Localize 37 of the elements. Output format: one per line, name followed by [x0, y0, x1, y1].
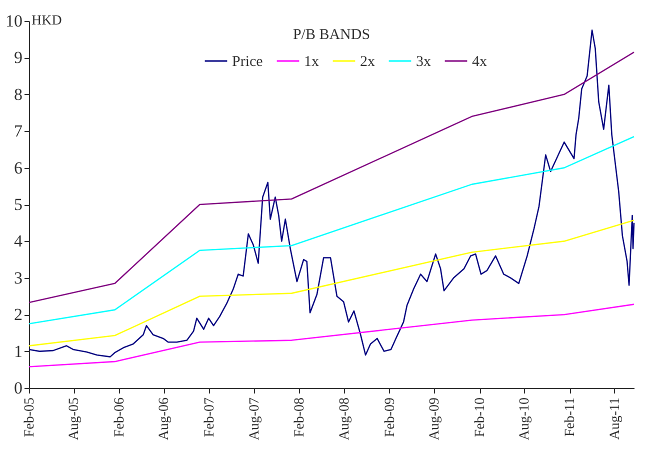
y-tick-label: 10 [6, 12, 22, 30]
legend-label: 3x [416, 54, 432, 70]
x-tick-label: Aug-06 [157, 398, 172, 440]
line-series [28, 220, 635, 346]
y-tick-label: 6 [14, 158, 22, 178]
legend-label: 4x [472, 54, 488, 70]
y-tick-label: 7 [14, 122, 23, 141]
x-tick-label: Feb-07 [202, 398, 218, 438]
y-tick-label: 0 [14, 378, 22, 398]
x-tick-label: Aug-08 [338, 398, 353, 440]
y-tick-label: 5 [14, 195, 22, 214]
y-tick-label: 3 [14, 268, 22, 288]
line-series [28, 30, 635, 358]
line-series [28, 52, 635, 304]
y-tick-label: 2 [14, 305, 22, 324]
y-tick-label: 1 [14, 342, 22, 361]
y-tick-label: 4 [14, 232, 23, 251]
x-tick-label: Feb-06 [112, 398, 128, 438]
y-tick-label: 9 [14, 48, 22, 68]
line-series [28, 136, 635, 324]
legend-label: Price [232, 54, 264, 70]
line-series [28, 304, 635, 368]
x-tick-label: Aug-07 [247, 398, 262, 440]
x-tick-label: Aug-09 [428, 398, 443, 440]
x-tick-label: Aug-11 [608, 398, 623, 440]
chart-title: P/B BANDS [292, 27, 370, 43]
x-tick-label: Feb-05 [22, 398, 38, 438]
legend-label: 1x [304, 54, 320, 70]
x-tick-label: Aug-05 [67, 398, 82, 440]
x-tick-label: Feb-10 [473, 398, 488, 438]
x-tick-label: Feb-11 [563, 398, 578, 437]
x-tick-label: Feb-08 [292, 398, 308, 438]
x-tick-label: Feb-09 [382, 398, 398, 438]
legend-label: 2x [360, 54, 376, 70]
y-tick-label: 8 [14, 84, 22, 104]
y-axis-title: HKD [32, 14, 62, 28]
x-tick-label: Aug-10 [518, 398, 533, 440]
